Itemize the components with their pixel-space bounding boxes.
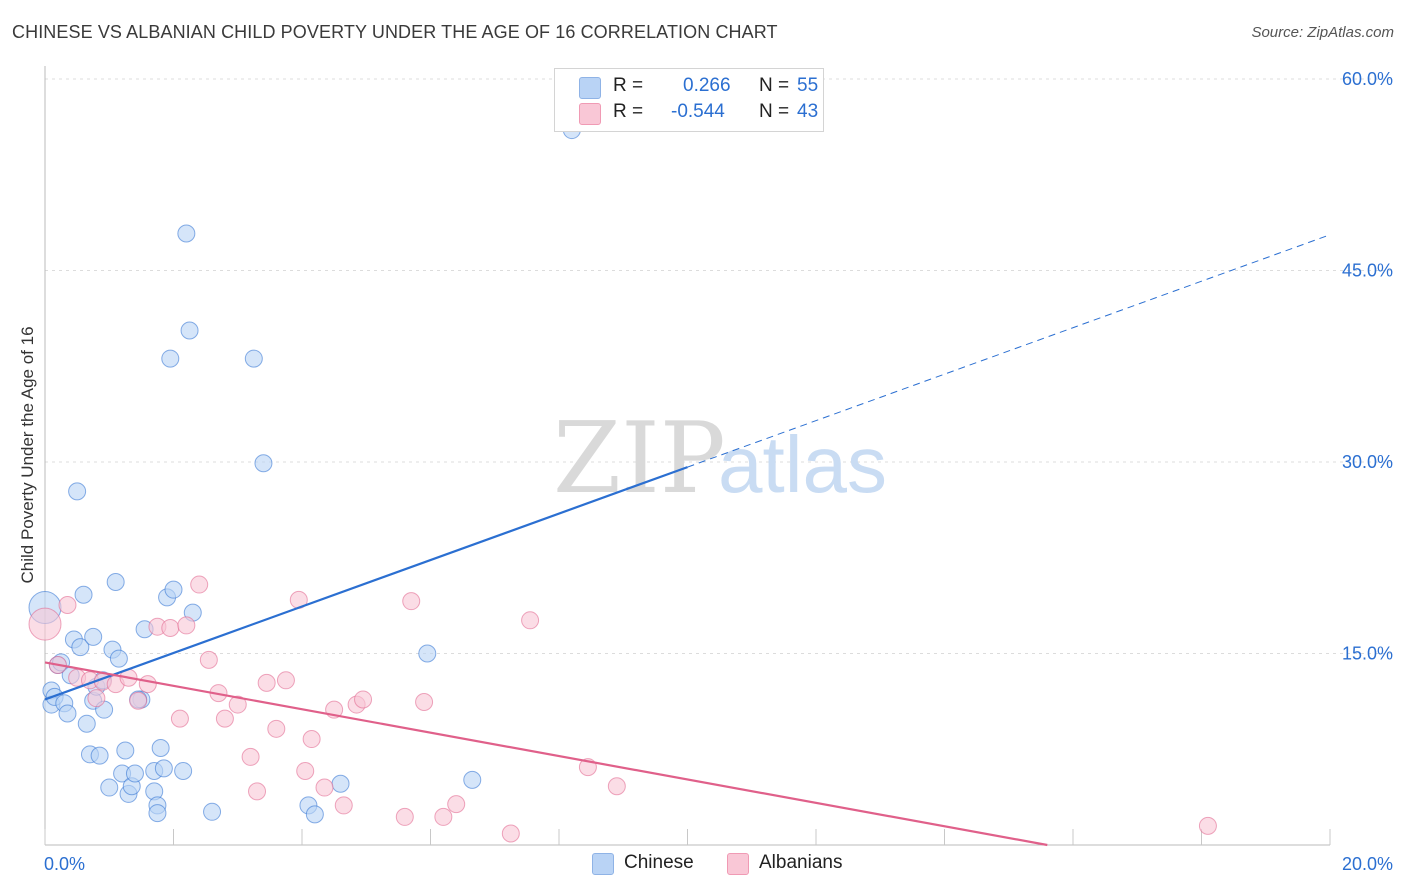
chinese-point [116, 741, 135, 760]
albanians-point [434, 807, 453, 826]
albanians-point [315, 778, 334, 797]
albanians-trend-line [44, 661, 1048, 847]
legend-n-label: N = [759, 75, 790, 96]
watermark-atlas: atlas [718, 420, 887, 509]
chinese-trend-line [44, 466, 688, 701]
chinese-point [84, 627, 103, 646]
chinese-swatch [592, 853, 614, 875]
albanians-swatch [579, 103, 601, 125]
chinese-point [90, 746, 109, 765]
correlation-legend: R = 0.266 N = 55 R = -0.544 N = 43 [554, 68, 824, 132]
albanians-point [257, 673, 276, 692]
albanians-point [28, 607, 62, 641]
chinese-point [58, 704, 77, 723]
chinese-point [174, 761, 193, 780]
albanians-point [501, 824, 520, 843]
chinese-point [106, 573, 125, 592]
chinese-point [254, 454, 273, 473]
chinese-point [305, 805, 324, 824]
chinese-point [244, 349, 263, 368]
source-label: Source: ZipAtlas.com [1251, 24, 1394, 41]
x-tick-label: 0.0% [44, 854, 85, 874]
chinese-point [151, 738, 170, 757]
legend-r-value: -0.544 [671, 101, 725, 122]
albanians-point [87, 689, 106, 708]
chinese-point [177, 224, 196, 243]
chinese-point [148, 804, 167, 823]
chinese-point [180, 321, 199, 340]
chinese-point [100, 778, 119, 797]
chinese-point [203, 802, 222, 821]
albanians-point [276, 671, 295, 690]
albanians-point [296, 761, 315, 780]
legend-r-label: R = [613, 101, 644, 122]
y-tick-label: 15.0% [1342, 644, 1393, 664]
chinese-point [109, 649, 128, 668]
albanians-point [215, 709, 234, 728]
albanians-point [228, 695, 247, 714]
albanians-point [138, 675, 157, 694]
albanians-point [129, 691, 148, 710]
albanians-point [521, 611, 540, 630]
series-legend-label: Albanians [759, 852, 843, 873]
x-tick-label: 20.0% [1342, 854, 1393, 874]
y-tick-label: 30.0% [1342, 452, 1393, 472]
chinese-point [164, 580, 183, 599]
chinese-point [68, 482, 87, 501]
albanians-point [607, 777, 626, 796]
chinese-point [331, 774, 350, 793]
chinese-point [125, 764, 144, 783]
chinese-swatch [579, 77, 601, 99]
albanians-point [161, 618, 180, 637]
chinese-point [418, 644, 437, 663]
albanians-point [58, 595, 77, 614]
albanians-point [302, 730, 321, 749]
legend-r-value: 0.266 [683, 75, 731, 96]
legend-r-label: R = [613, 75, 644, 96]
chinese-point [154, 759, 173, 778]
albanians-point [1198, 816, 1217, 835]
y-tick-label: 45.0% [1342, 261, 1393, 281]
legend-n-label: N = [759, 101, 790, 122]
chart-title: CHINESE VS ALBANIAN CHILD POVERTY UNDER … [12, 22, 778, 42]
albanians-point [334, 796, 353, 815]
legend-n-value: 55 [797, 75, 819, 96]
series-legend-label: Chinese [624, 852, 694, 873]
albanians-point [354, 690, 373, 709]
albanians-point [248, 782, 267, 801]
chinese-trend-extension [687, 234, 1331, 468]
watermark-zip: ZIP [553, 402, 726, 516]
albanians-point [177, 616, 196, 635]
chinese-point [463, 770, 482, 789]
albanians-point [402, 592, 421, 611]
chinese-point [77, 714, 96, 733]
chinese-point [161, 349, 180, 368]
y-tick-label: 60.0% [1342, 69, 1393, 89]
albanians-point [267, 719, 286, 738]
chinese-point [71, 638, 90, 657]
albanians-point [199, 650, 218, 669]
albanians-point [447, 795, 466, 814]
chinese-point [74, 585, 93, 604]
albanians-swatch [727, 853, 749, 875]
legend-n-value: 43 [797, 101, 819, 122]
albanians-point [241, 747, 260, 766]
albanians-point [415, 693, 434, 712]
albanians-point [170, 709, 189, 728]
albanians-point [395, 807, 414, 826]
albanians-point [190, 575, 209, 594]
